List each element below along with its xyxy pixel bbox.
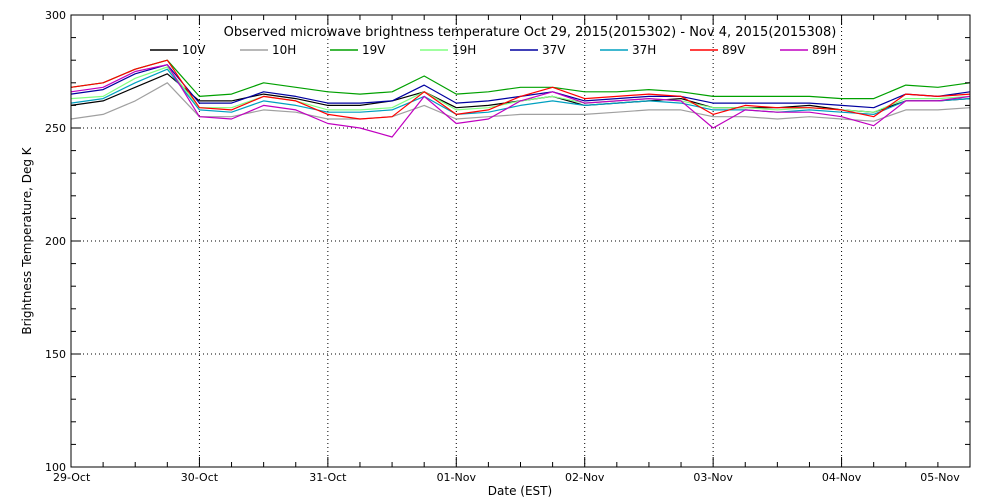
gridlines (71, 15, 970, 467)
x-tick-label: 03-Nov (693, 471, 733, 484)
legend-label-10v: 10V (182, 43, 206, 57)
legend-label-37h: 37H (632, 43, 656, 57)
y-tick-label: 100 (45, 461, 66, 474)
y-tick-labels: 100 150 200 250 300 (45, 9, 66, 474)
y-tick-label: 150 (45, 348, 66, 361)
series-line-89v (70, 59, 971, 120)
legend-label-10h: 10H (272, 43, 296, 57)
series-line-37h (70, 68, 971, 116)
series-line-10v (70, 73, 971, 113)
legend: 10V 10H 19V 19H 37V 37H 89V 89H (150, 43, 836, 57)
y-tick-label: 250 (45, 122, 66, 135)
series-line-10h (70, 82, 971, 122)
y-axis-label: Brightness Temperature, Deg K (20, 146, 34, 334)
x-tick-label: 04-Nov (822, 471, 862, 484)
series-line-89h (70, 64, 971, 138)
legend-label-19v: 19V (362, 43, 386, 57)
x-tick-labels: 29-Oct 30-Oct 31-Oct 01-Nov 02-Nov 03-Nov 04-N… (53, 471, 960, 484)
legend-label-89h: 89H (812, 43, 836, 57)
legend-label-19h: 19H (452, 43, 476, 57)
y-tick-label: 200 (45, 235, 66, 248)
y-tick-label: 300 (45, 9, 66, 22)
x-tick-label: 29-Oct (53, 471, 91, 484)
axis-ticks (70, 14, 971, 468)
legend-label-89v: 89V (722, 43, 746, 57)
x-tick-label: 30-Oct (181, 471, 219, 484)
series-line-19v (70, 59, 971, 100)
x-tick-label: 05-Nov (920, 471, 960, 484)
x-tick-label: 02-Nov (565, 471, 605, 484)
x-tick-label: 31-Oct (309, 471, 347, 484)
series-lines (70, 59, 971, 138)
x-tick-label: 01-Nov (437, 471, 477, 484)
chart-title: Observed microwave brightness temperatur… (224, 25, 837, 40)
x-axis-label: Date (EST) (488, 484, 552, 498)
legend-label-37v: 37V (542, 43, 566, 57)
